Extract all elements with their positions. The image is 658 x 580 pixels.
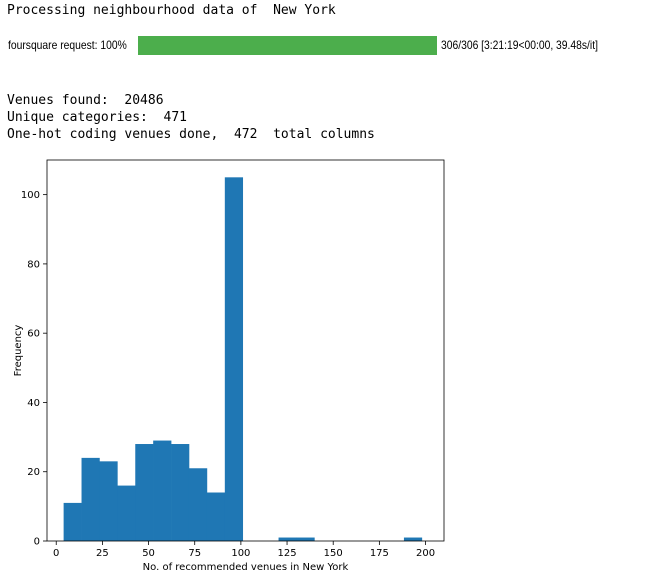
y-tick-label: 80 [27, 259, 40, 270]
bars-layer [63, 177, 423, 541]
progress-bar [138, 36, 437, 55]
x-tick-label: 125 [277, 548, 296, 559]
histogram-bar-3 [117, 485, 136, 541]
venues-found-line: Venues found: 20486 [7, 93, 164, 108]
y-axis-label: Frequency [13, 325, 24, 377]
histogram-bar-1 [81, 457, 100, 541]
plot-frame [46, 159, 445, 542]
progress-fill [138, 36, 437, 55]
histogram-bar-9 [224, 177, 244, 541]
unique-categories-line: Unique categories: 471 [7, 110, 188, 125]
y-tick-label: 20 [27, 467, 40, 478]
histogram-bar-7 [188, 468, 208, 541]
x-tick-label: 75 [188, 548, 201, 559]
x-tick-label: 175 [370, 548, 389, 559]
histogram-bar-0 [63, 502, 82, 541]
y-tick-label: 100 [21, 190, 40, 201]
histogram-bar-11 [296, 537, 315, 541]
histogram-bar-10 [278, 537, 297, 541]
histogram-bar-6 [171, 444, 190, 541]
y-tick-label: 0 [34, 537, 40, 548]
histogram-chart: 0 25 50 75 100 125 150 175 200 0 20 40 60 80 100 No. o… [13, 159, 445, 573]
x-tick-label: 100 [231, 548, 250, 559]
histogram-bar-12 [403, 537, 423, 541]
x-tick-label: 150 [324, 548, 343, 559]
onehot-line: One-hot coding venues done, 472 total co… [7, 127, 375, 142]
histogram-bar-8 [206, 492, 226, 541]
progress-stats: 306/306 [3:21:19<00:00, 39.48s/it] [441, 38, 598, 52]
histogram-bar-5 [153, 440, 172, 541]
x-tick-label: 50 [142, 548, 155, 559]
x-tick-label: 200 [416, 548, 435, 559]
x-axis-label: No. of recommended venues in New York [143, 562, 349, 573]
histogram-bar-4 [135, 444, 154, 541]
histogram-bar-2 [99, 461, 118, 541]
progress-label: foursquare request: 100% [8, 38, 127, 52]
x-tick-label: 25 [96, 548, 109, 559]
processing-line: Processing neighbourhood data of New Yor… [7, 3, 336, 18]
ticks-layer: 0 25 50 75 100 125 150 175 200 0 20 40 60 80 100 [21, 190, 435, 559]
y-tick-label: 40 [27, 398, 40, 409]
y-tick-label: 60 [27, 329, 40, 340]
x-tick-label: 0 [53, 548, 59, 559]
